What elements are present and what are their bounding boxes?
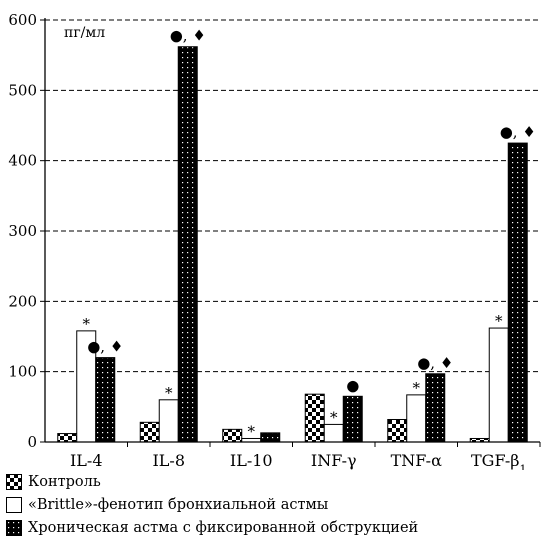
bar-checker — [139, 421, 160, 443]
bar-white — [488, 327, 509, 443]
legend-swatch-dots — [6, 519, 22, 536]
x-tick-label: TNF-α — [391, 451, 442, 470]
y-tick-label: 500 — [8, 81, 37, 99]
bar-dots — [342, 395, 363, 443]
x-tick-label: IL-4 — [70, 451, 103, 470]
significance-star: * — [330, 408, 338, 426]
y-tick-label: 600 — [8, 11, 37, 29]
legend-swatch-checker — [6, 473, 22, 490]
significance-marker: ●, ♦ — [170, 27, 206, 45]
significance-star: * — [413, 379, 421, 397]
significance-star: * — [248, 422, 256, 440]
y-tick-label: 200 — [8, 292, 37, 310]
x-tick-label: INF-γ — [311, 451, 357, 470]
bar-chart: * ●, ♦ * ●, ♦ * * ● * ●, ♦ * ●, ♦ 0 100 200 300 400 500… — [8, 11, 541, 470]
significance-star: * — [165, 384, 173, 402]
significance-marker: ●, ♦ — [500, 123, 536, 141]
significance-marker: ● — [346, 376, 359, 394]
significance-marker: ●, ♦ — [417, 354, 453, 372]
bar-dots — [425, 373, 446, 443]
bar-checker — [387, 418, 408, 443]
legend-item-control: Контроль — [6, 470, 418, 493]
significance-star: * — [495, 312, 503, 330]
legend-label: Контроль — [28, 473, 101, 490]
legend-item-chronic: Хроническая астма с фиксированной обстру… — [6, 516, 418, 539]
unit-label: пг/мл — [64, 25, 105, 41]
legend-item-brittle: «Brittle»-фенотип бронхиальной астмы — [6, 493, 418, 516]
legend-swatch-white — [6, 496, 22, 513]
bar-checker — [304, 393, 325, 443]
legend-label: Хроническая астма с фиксированной обстру… — [28, 519, 419, 536]
y-tick-label: 100 — [8, 363, 37, 381]
bar-white — [158, 399, 179, 443]
y-tick-label: 300 — [8, 222, 37, 240]
significance-star: * — [83, 315, 91, 333]
bar-checker — [57, 433, 78, 443]
legend-label: «Brittle»-фенотип бронхиальной астмы — [28, 496, 329, 513]
legend: Контроль «Brittle»-фенотип бронхиальной … — [6, 470, 418, 539]
bar-dots — [507, 142, 528, 443]
bar-checker — [222, 428, 243, 443]
bar-white — [406, 394, 427, 443]
y-tick-label: 400 — [8, 152, 37, 170]
bar-dots — [95, 357, 116, 443]
x-tick-label: TGF-β1 — [471, 451, 527, 470]
bar-dots — [177, 46, 198, 443]
x-tick-label: IL-8 — [152, 451, 185, 470]
bar-white — [323, 423, 344, 443]
y-tick-label: 0 — [27, 433, 37, 451]
significance-marker: ●, ♦ — [87, 338, 123, 356]
x-tick-label: IL-10 — [230, 451, 273, 470]
bar-dots — [260, 432, 281, 443]
